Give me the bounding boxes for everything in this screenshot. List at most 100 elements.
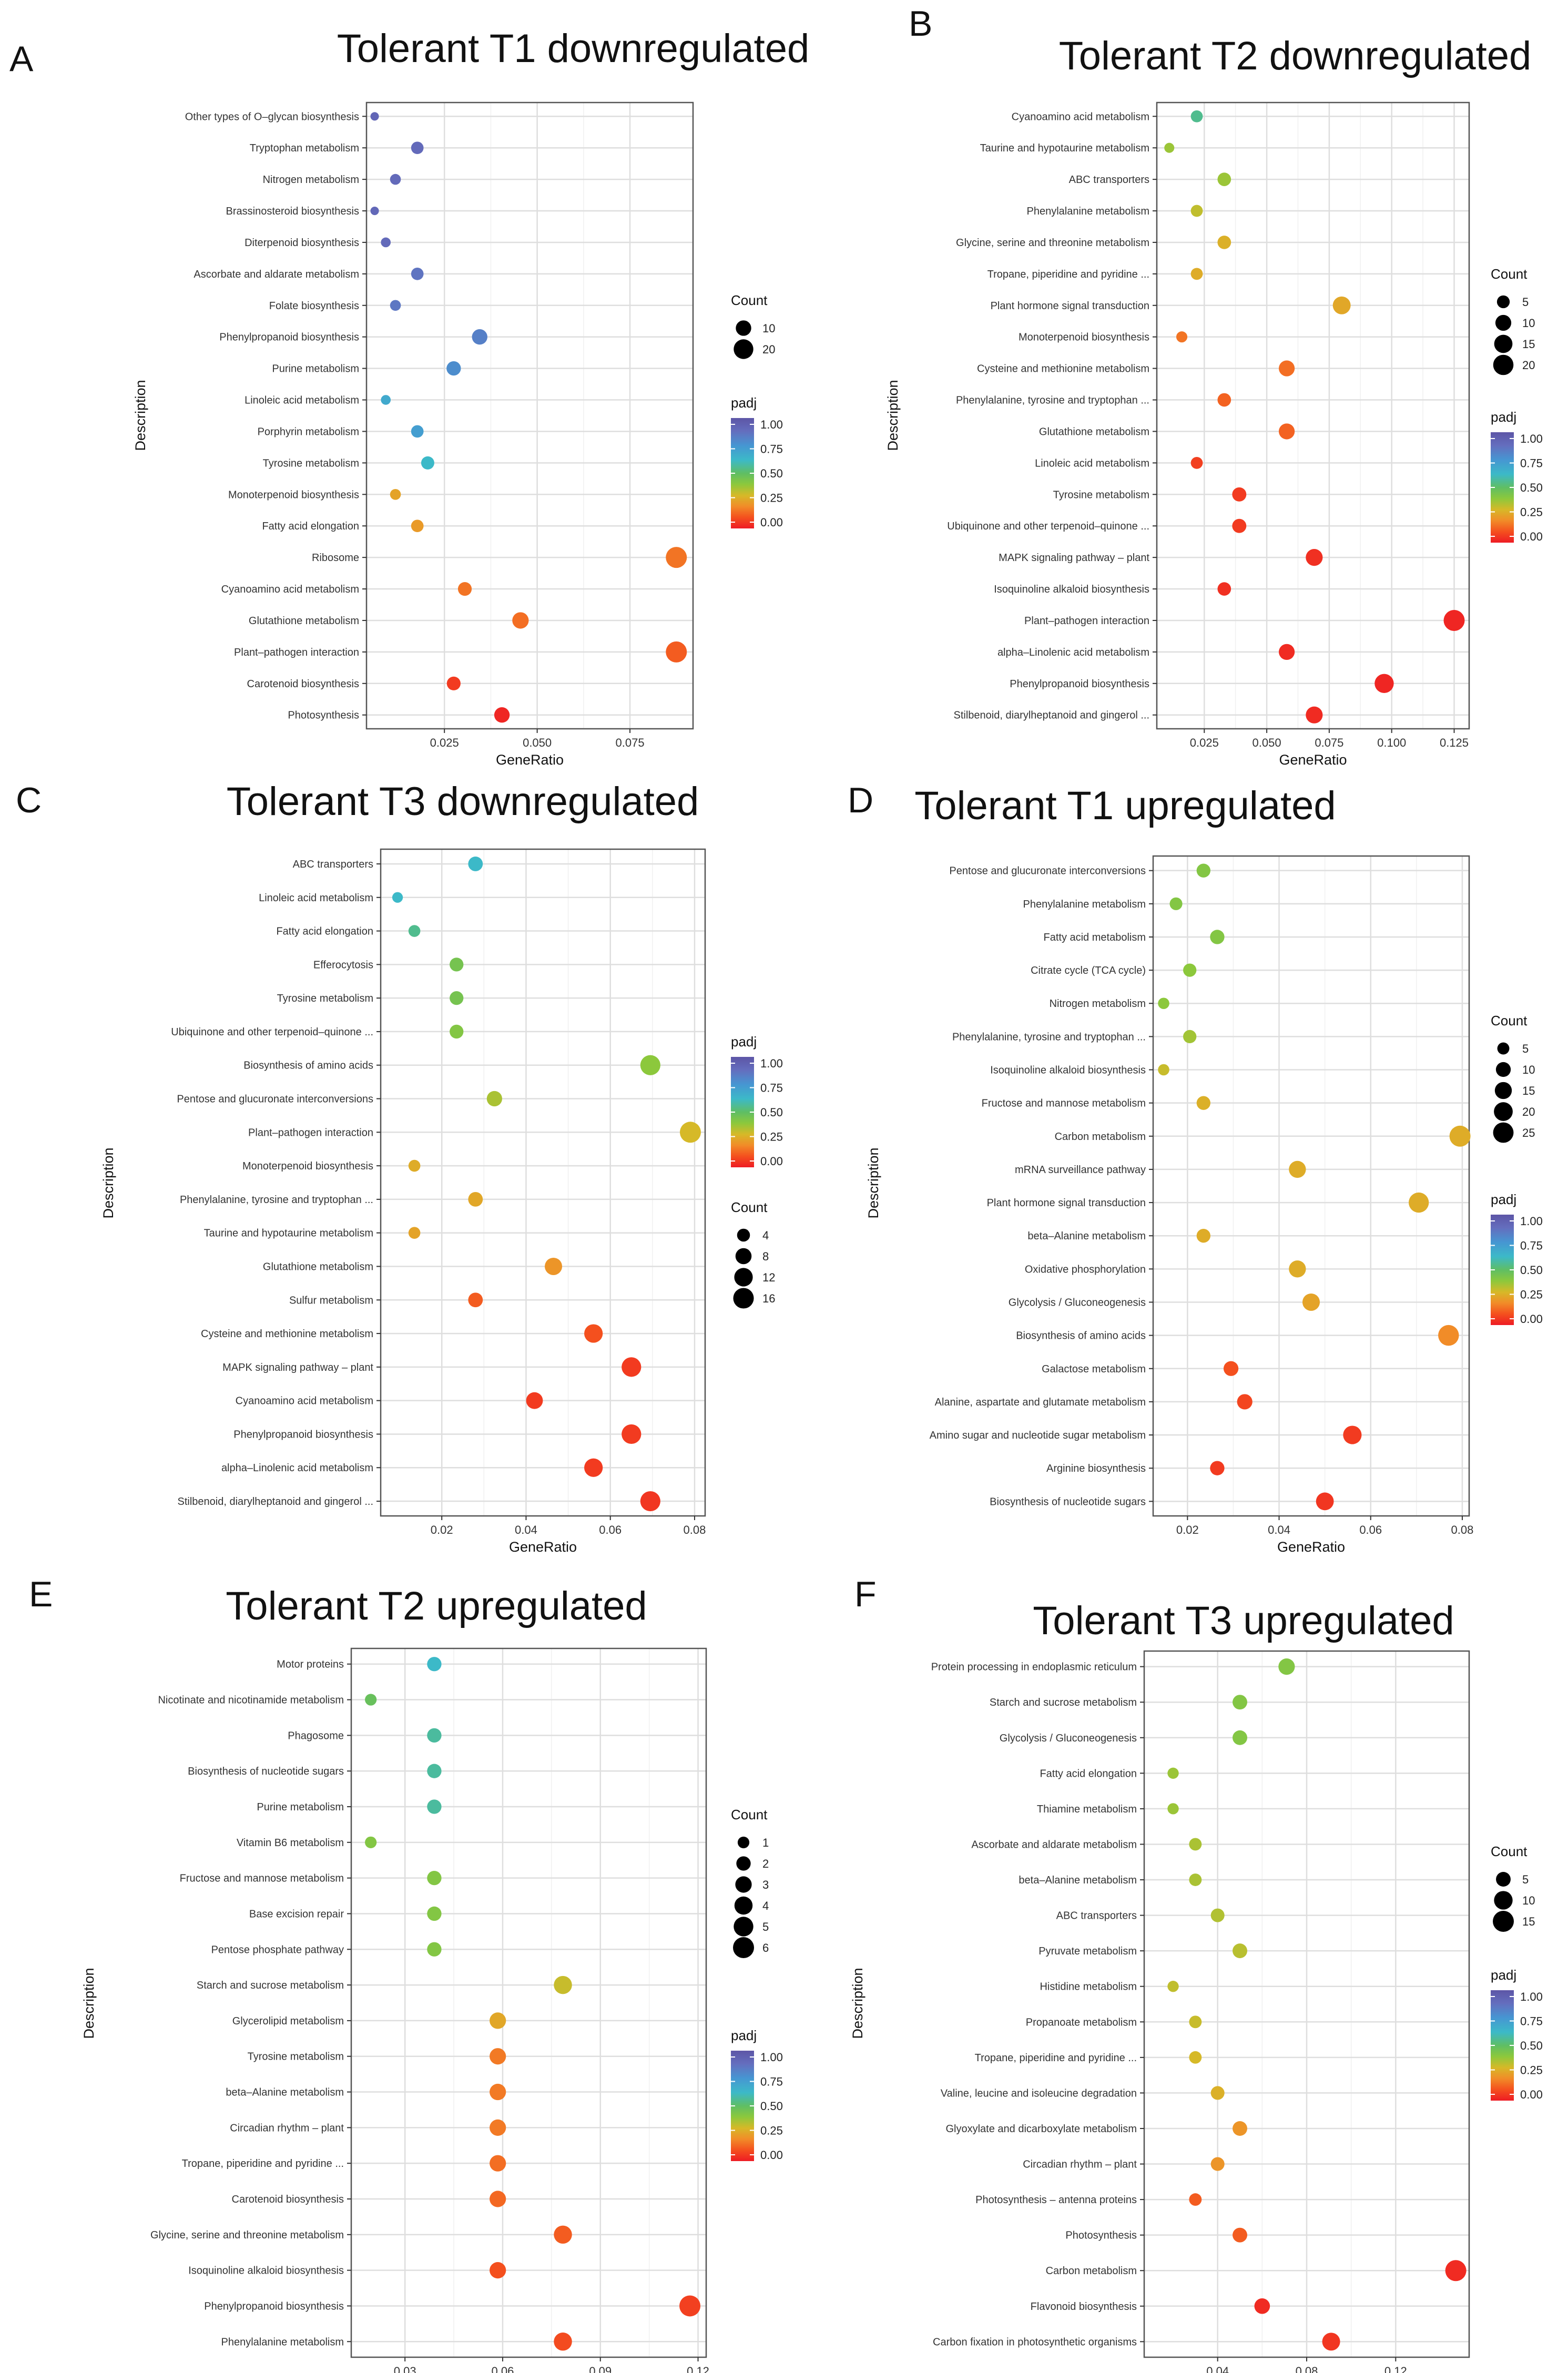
data-point <box>1332 296 1351 314</box>
y-tick-label: Other types of O–glycan biosynthesis <box>185 111 359 123</box>
panel-letter: F <box>854 1574 877 1614</box>
y-tick-label: Nitrogen metabolism <box>1050 998 1146 1010</box>
data-point <box>1316 1492 1334 1511</box>
y-tick-label: Thiamine metabolism <box>1037 1804 1137 1815</box>
y-tick-label: Biosynthesis of nucleotide sugars <box>188 1766 344 1777</box>
y-tick-label: Glutathione metabolism <box>1039 426 1149 437</box>
size-legend-key <box>1494 334 1513 353</box>
data-point <box>490 2048 506 2065</box>
size-legend-key <box>736 320 751 336</box>
panel-letter: A <box>9 39 34 79</box>
y-tick-label: Citrate cycle (TCA cycle) <box>1031 965 1146 976</box>
data-point <box>1210 2157 1225 2171</box>
y-tick-label: Phenylalanine metabolism <box>1027 206 1149 217</box>
chart-title: Tolerant T3 upregulated <box>1033 1598 1454 1643</box>
x-tick-label: 0.06 <box>599 1523 622 1536</box>
data-point <box>1232 518 1247 533</box>
y-tick-label: Arginine biosynthesis <box>1046 1463 1146 1474</box>
data-point <box>1223 1361 1239 1376</box>
y-tick-label: Glutathione metabolism <box>249 615 359 627</box>
color-legend-label: 1.00 <box>760 2051 783 2064</box>
size-legend-key <box>1497 1042 1510 1055</box>
data-point <box>1374 674 1394 693</box>
y-tick-label: Amino sugar and nucleotide sugar metabol… <box>930 1430 1146 1441</box>
y-tick-label: beta–Alanine metabolism <box>1027 1230 1146 1242</box>
y-axis-label: Description <box>866 1147 881 1218</box>
y-tick-label: Cyanoamino acid metabolism <box>221 584 359 595</box>
data-point <box>1237 1394 1253 1410</box>
color-legend-title: padj <box>1491 1967 1516 1983</box>
size-legend-title: Count <box>1491 266 1528 282</box>
color-legend-label: 0.75 <box>760 443 783 456</box>
y-tick-label: Nitrogen metabolism <box>263 174 359 186</box>
y-tick-label: Plant–pathogen interaction <box>234 647 359 658</box>
size-legend-key <box>737 1228 750 1242</box>
y-tick-label: Stilbenoid, diarylheptanoid and gingerol… <box>954 710 1149 721</box>
data-point <box>381 237 391 248</box>
plot-border <box>350 1647 707 2358</box>
data-point <box>526 1392 543 1409</box>
color-legend-label: 0.75 <box>1520 1239 1543 1252</box>
size-legend-label: 12 <box>762 1271 775 1284</box>
y-tick-label: Plant–pathogen interaction <box>1024 615 1149 627</box>
data-point <box>1190 456 1203 469</box>
plot-area <box>366 103 693 729</box>
panel-f: F Tolerant T3 upregulated Protein processi… <box>850 1574 1543 2373</box>
y-tick-label: Circadian rhythm – plant <box>1023 2159 1137 2171</box>
size-legend-key <box>1496 1872 1511 1887</box>
y-tick-label: Tropane, piperidine and pyridine ... <box>182 2158 344 2170</box>
y-tick-label: Isoquinoline alkaloid biosynthesis <box>994 584 1149 595</box>
panel-c: C Tolerant T3 downregulated ABC transporte… <box>16 779 783 1555</box>
data-point <box>1233 1730 1247 1745</box>
data-point <box>1167 1981 1179 1992</box>
data-point <box>1217 236 1231 249</box>
y-tick-label: ABC transporters <box>1056 1910 1137 1922</box>
x-tick-label: 0.12 <box>687 2365 709 2373</box>
data-point <box>494 707 510 723</box>
data-point <box>468 1292 483 1308</box>
data-point <box>1217 172 1231 186</box>
data-point <box>554 1975 572 1994</box>
data-point <box>427 1764 442 1778</box>
y-tick-label: Isoquinoline alkaloid biosynthesis <box>990 1065 1146 1076</box>
chart-title: Tolerant T2 downregulated <box>1059 34 1532 78</box>
size-legend-key <box>1495 314 1512 331</box>
data-point <box>1217 582 1231 596</box>
data-point <box>512 612 529 629</box>
size-legend-label: 25 <box>1522 1126 1535 1139</box>
y-tick-label: Brassinosteroid biosynthesis <box>226 206 359 217</box>
y-tick-label: Glycerolipid metabolism <box>232 2015 344 2027</box>
data-point <box>1196 863 1210 878</box>
y-axis-label: Description <box>850 1968 866 2039</box>
y-tick-label: Folate biosynthesis <box>269 300 359 312</box>
y-tick-label: Circadian rhythm – plant <box>230 2122 344 2134</box>
x-tick-label: 0.04 <box>1206 2365 1229 2373</box>
data-point <box>1158 997 1169 1010</box>
data-point <box>490 2191 506 2207</box>
y-tick-label: Isoquinoline alkaloid biosynthesis <box>188 2265 344 2277</box>
size-legend-key <box>1494 1891 1513 1910</box>
y-tick-label: Plant hormone signal transduction <box>987 1197 1146 1209</box>
data-point <box>390 488 401 500</box>
data-point <box>1289 1160 1306 1178</box>
y-tick-label: Ubiquinone and other terpenoid–quinone .… <box>947 521 1149 532</box>
x-tick-label: 0.12 <box>1384 2365 1407 2373</box>
size-legend-key <box>733 1288 754 1309</box>
data-point <box>490 2262 506 2279</box>
data-point <box>545 1257 563 1275</box>
y-tick-label: Carbon metabolism <box>1055 1131 1146 1143</box>
data-point <box>554 2225 572 2244</box>
size-legend-key <box>1496 295 1510 309</box>
y-tick-label: Photosynthesis <box>1065 2230 1137 2242</box>
data-point <box>365 1694 377 1706</box>
color-legend-label: 0.00 <box>760 1155 783 1168</box>
y-tick-label: Phenylalanine metabolism <box>221 2336 344 2348</box>
y-tick-label: Fatty acid elongation <box>276 926 373 938</box>
data-point <box>666 547 687 568</box>
y-tick-label: Phagosome <box>288 1730 344 1741</box>
y-tick-label: Diterpenoid biosynthesis <box>245 237 359 249</box>
y-tick-label: beta–Alanine metabolism <box>1019 1875 1137 1886</box>
x-axis-label: GeneRatio <box>496 752 564 768</box>
y-tick-label: Starch and sucrose metabolism <box>197 1980 344 1991</box>
